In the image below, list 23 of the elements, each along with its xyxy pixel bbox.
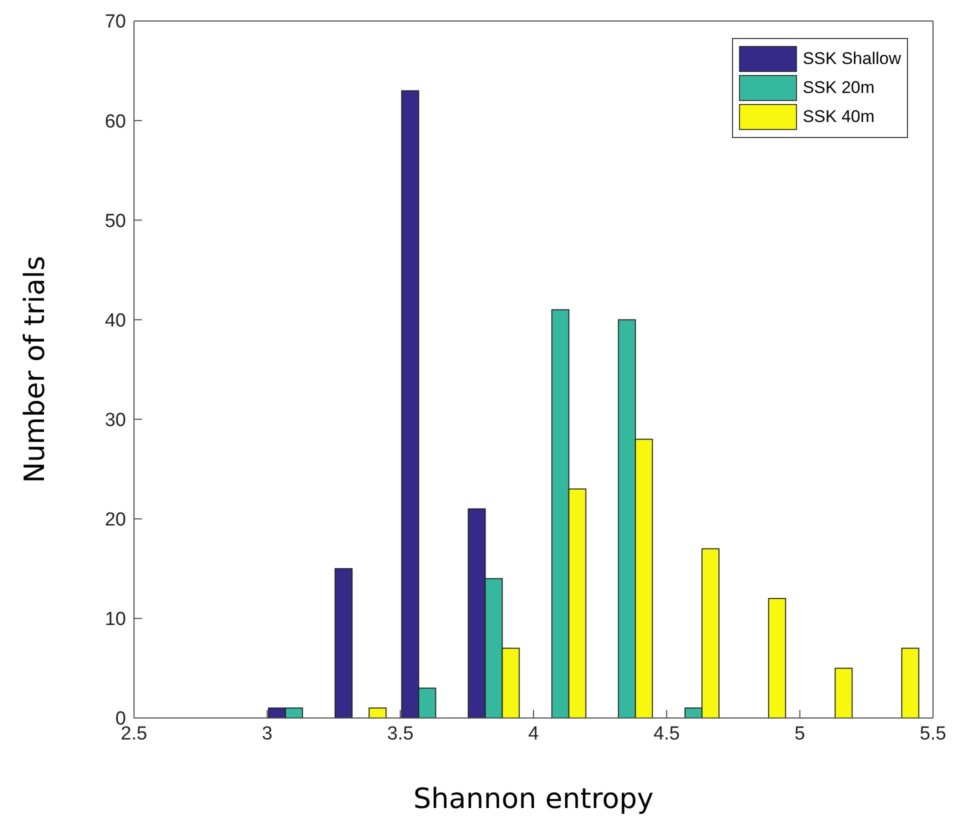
y-tick-label: 10 bbox=[104, 609, 126, 630]
y-tick-label: 60 bbox=[104, 111, 126, 132]
y-tick-label: 30 bbox=[104, 410, 126, 432]
y-tick-label: 50 bbox=[104, 210, 126, 232]
bar bbox=[834, 668, 853, 718]
x-tick-label: 4.5 bbox=[653, 723, 680, 744]
x-tick-label: 4 bbox=[528, 723, 540, 744]
x-tick-label: 3 bbox=[262, 723, 272, 744]
y-tick-label: 40 bbox=[104, 310, 126, 332]
legend-label: SSK 40m bbox=[802, 107, 875, 127]
bar bbox=[334, 568, 353, 718]
bar bbox=[768, 598, 786, 718]
y-axis-title: Number of trials bbox=[18, 256, 51, 484]
y-tick-label: 20 bbox=[104, 510, 126, 531]
bar bbox=[368, 708, 387, 718]
y-tick-label: 70 bbox=[104, 12, 126, 33]
bar bbox=[901, 648, 920, 718]
x-tick-label: 5 bbox=[794, 723, 806, 744]
x-axis-title: Shannon entropy bbox=[413, 782, 654, 815]
legend-label: SSK Shallow bbox=[802, 49, 901, 69]
x-tick-label: 3.5 bbox=[387, 723, 414, 744]
x-tick-label: 5.5 bbox=[920, 723, 946, 744]
legend-label: SSK 20m bbox=[802, 78, 875, 98]
